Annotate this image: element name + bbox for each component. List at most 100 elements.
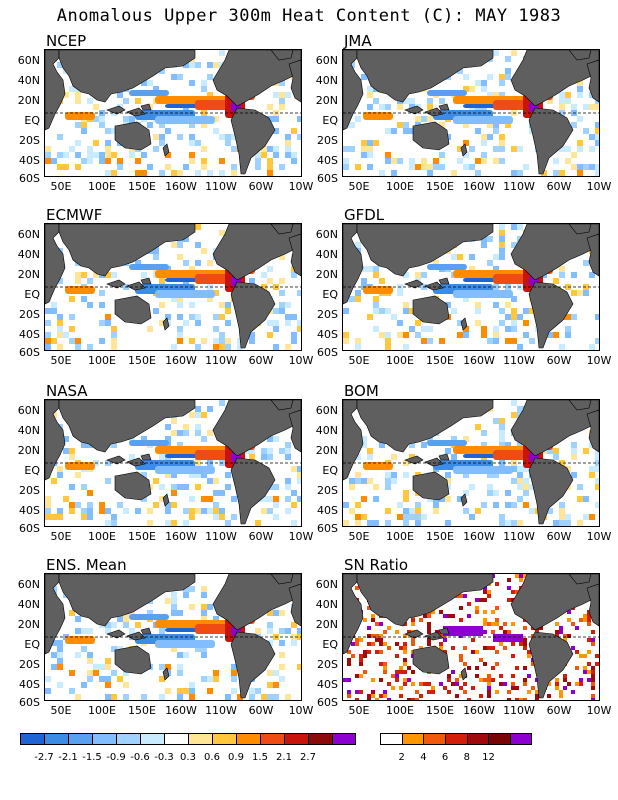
field-cell [517,478,523,484]
field-cell [499,158,505,164]
field-cell [547,332,553,338]
longitude-tick-label: 100E [88,180,116,193]
snr-cell [403,642,407,646]
colorbar-swatch [188,733,212,745]
colorbar-swatch [92,733,116,745]
field-cell [81,158,87,164]
longitude-axis: 50E 100E 150E 160W 110W 60W 10W [342,704,612,718]
anomaly-band [427,264,467,270]
field-cell [463,436,469,442]
longitude-tick-label: 100E [88,530,116,543]
field-cell [195,140,201,146]
field-cell [589,134,595,140]
snr-cell [375,622,379,626]
field-cell [559,266,565,272]
snr-cell [555,682,559,686]
field-cell [291,332,297,338]
snr-cell [575,626,579,630]
field-cell [463,140,469,146]
field-cell [57,332,63,338]
field-cell [511,50,517,56]
colorbar-label: 4 [420,752,427,763]
latitude-tick-label: 20N [315,618,338,631]
field-cell [177,296,183,302]
field-cell [201,80,207,86]
latitude-tick-label: 60S [19,522,40,535]
field-cell [225,484,231,490]
field-cell [297,134,301,140]
snr-cell [511,598,515,602]
land-mass [288,233,301,277]
field-cell [349,146,355,152]
field-cell [165,508,171,514]
field-cell [517,170,523,176]
snr-cell [443,638,447,642]
field-cell [219,158,225,164]
field-cell [273,436,279,442]
field-cell [439,98,445,104]
field-cell [361,496,367,502]
snr-cell [559,694,563,698]
field-cell [559,104,565,110]
field-cell [595,314,599,320]
snr-cell [459,606,463,610]
land-mass [270,574,294,585]
snr-cell [451,670,455,674]
field-cell [63,152,69,158]
snr-cell [419,682,423,686]
field-cell [457,146,463,152]
field-cell [249,448,255,454]
snr-cell [503,646,507,650]
field-cell [583,128,589,134]
field-cell [249,338,255,344]
field-cell [237,694,243,700]
longitude-tick-label: 10W [288,354,314,367]
snr-cell [507,598,511,602]
field-cell [403,520,409,526]
field-cell [81,484,87,490]
snr-cell [419,646,423,650]
field-cell [111,670,117,676]
snr-cell [531,662,535,666]
field-cell [493,472,499,478]
anomaly-band [363,112,393,120]
field-cell [291,152,297,158]
field-cell [273,694,279,700]
field-cell [427,164,433,170]
field-cell [159,628,165,634]
field-cell [183,320,189,326]
snr-cell [411,622,415,626]
field-cell [45,502,51,508]
field-cell [291,466,297,472]
colorbar-label: 2 [398,752,405,763]
snr-cell [411,698,415,700]
field-cell [595,478,599,484]
field-cell [99,508,105,514]
field-cell [57,640,63,646]
field-cell [285,694,291,700]
snr-cell [359,662,363,666]
longitude-axis: 50E 100E 150E 160W 110W 60W 10W [342,180,612,194]
field-cell [279,640,285,646]
field-cell [249,332,255,338]
field-cell [45,514,51,520]
field-cell [481,236,487,242]
field-cell [475,80,481,86]
field-cell [177,74,183,80]
field-cell [487,236,493,242]
field-cell [81,442,87,448]
snr-cell [491,610,495,614]
field-cell [75,164,81,170]
field-cell [267,670,273,676]
field-cell [51,412,57,418]
land-mass [356,400,494,453]
field-cell [189,508,195,514]
field-cell [129,436,135,442]
snr-cell [491,666,495,670]
field-cell [279,80,285,86]
snr-cell [351,642,355,646]
field-cell [385,128,391,134]
snr-cell [587,614,591,618]
field-cell [421,272,427,278]
field-cell [433,164,439,170]
